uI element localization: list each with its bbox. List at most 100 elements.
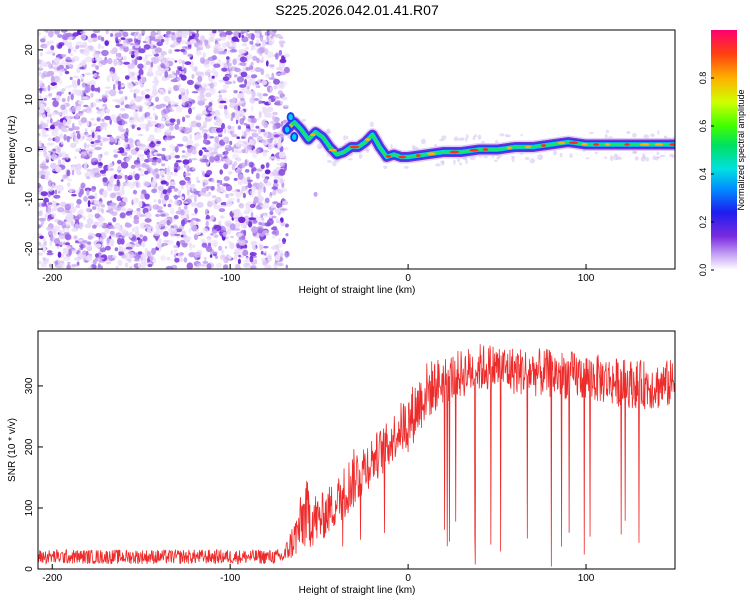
ridge-hotspot: [349, 145, 360, 149]
noise-blob: [202, 227, 209, 233]
noise-blob: [129, 89, 134, 93]
noise-blob: [120, 206, 127, 212]
noise-blob: [140, 74, 144, 78]
noise-blob: [263, 186, 266, 194]
noise-blob: [252, 151, 257, 159]
noise-blob: [112, 255, 118, 259]
noise-blob: [249, 64, 252, 69]
noise-blob: [271, 245, 277, 251]
noise-blob: [212, 251, 218, 254]
noise-blob: [237, 100, 245, 104]
noise-blob: [196, 180, 201, 183]
noise-blob: [94, 243, 102, 249]
noise-blob: [70, 53, 74, 56]
noise-blob: [101, 36, 105, 42]
noise-blob: [47, 190, 52, 198]
noise-blob: [140, 156, 145, 162]
noise-blob: [183, 205, 188, 210]
noise-blob: [38, 140, 42, 148]
noise-blob: [263, 131, 267, 136]
noise-blob: [113, 154, 118, 158]
noise-blob: [221, 67, 228, 72]
noise-blob: [250, 211, 254, 218]
noise-blob: [69, 76, 73, 81]
noise-blob: [120, 246, 125, 253]
noise-blob: [411, 145, 416, 150]
noise-blob: [154, 96, 160, 103]
noise-blob: [137, 173, 145, 177]
noise-blob: [86, 81, 92, 85]
noise-blob: [142, 57, 149, 63]
noise-blob: [144, 88, 151, 92]
noise-blob: [109, 136, 115, 143]
noise-blob: [138, 168, 142, 171]
noise-blob: [279, 162, 286, 168]
noise-blob: [38, 252, 44, 256]
noise-blob: [227, 63, 232, 66]
noise-blob: [134, 37, 137, 43]
noise-blob: [457, 137, 463, 141]
noise-blob: [143, 44, 151, 50]
noise-blob: [57, 207, 65, 213]
noise-blob: [281, 187, 288, 193]
snr-y-label: SNR (10 * v/v): [7, 418, 18, 482]
noise-blob: [73, 235, 78, 240]
ridge-hotspot: [482, 148, 489, 151]
noise-blob: [650, 133, 655, 137]
noise-blob: [272, 115, 275, 121]
noise-blob: [94, 146, 102, 151]
noise-blob: [72, 126, 80, 131]
noise-blob: [272, 124, 277, 131]
noise-blob: [155, 213, 161, 217]
noise-blob: [520, 134, 523, 137]
noise-blob: [133, 110, 139, 118]
noise-blob: [69, 142, 77, 148]
noise-blob: [124, 174, 128, 178]
noise-blob: [159, 90, 166, 96]
noise-blob: [279, 58, 287, 64]
noise-blob: [168, 185, 176, 189]
noise-blob: [116, 135, 122, 139]
noise-blob: [115, 175, 123, 180]
ridge-hotspot: [581, 142, 588, 146]
noise-blob: [83, 163, 87, 171]
noise-blob: [152, 84, 157, 91]
noise-blob: [233, 31, 240, 37]
noise-blob: [152, 157, 159, 161]
noise-blob: [104, 228, 110, 233]
noise-blob: [71, 164, 77, 172]
noise-blob: [152, 51, 157, 55]
noise-blob: [189, 220, 194, 228]
noise-blob: [90, 157, 99, 163]
noise-blob: [42, 146, 48, 153]
noise-blob: [227, 125, 232, 130]
noise-blob: [129, 117, 134, 121]
noise-blob: [40, 165, 49, 169]
noise-blob: [236, 76, 245, 83]
noise-blob: [229, 49, 238, 53]
noise-blob: [124, 131, 129, 138]
noise-blob: [202, 52, 206, 59]
noise-blob: [170, 249, 174, 256]
noise-blob: [135, 228, 140, 236]
noise-blob: [54, 85, 58, 89]
noise-blob: [71, 206, 77, 213]
noise-blob: [203, 193, 211, 197]
noise-blob: [125, 180, 131, 187]
noise-blob: [129, 182, 135, 189]
noise-blob: [283, 147, 289, 151]
noise-blob: [94, 192, 98, 198]
noise-blob: [613, 154, 619, 161]
noise-blob: [229, 101, 237, 109]
noise-blob: [246, 264, 251, 268]
noise-blob: [104, 123, 107, 131]
noise-blob: [173, 165, 181, 171]
noise-blob: [235, 169, 239, 173]
noise-blob: [123, 142, 128, 149]
noise-blob: [82, 109, 88, 112]
noise-blob: [151, 247, 157, 255]
noise-blob: [46, 111, 52, 118]
noise-blob: [219, 204, 227, 208]
noise-blob: [272, 189, 277, 196]
noise-blob: [369, 121, 374, 128]
